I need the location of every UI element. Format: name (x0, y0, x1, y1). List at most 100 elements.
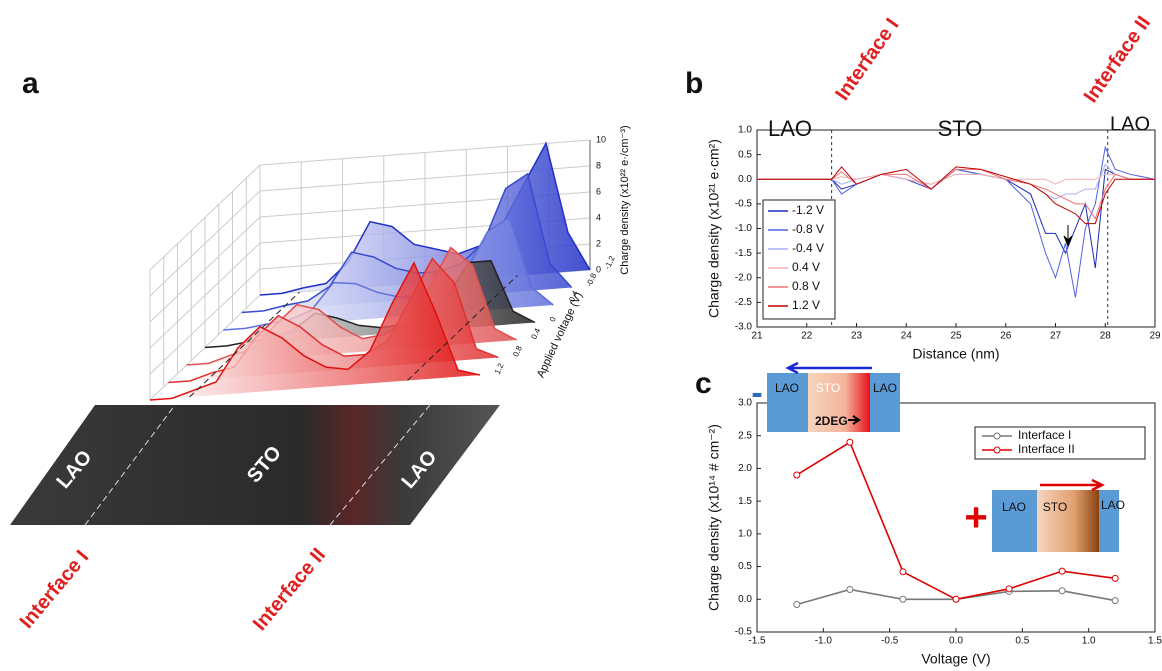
inset-text: LAO (1002, 500, 1026, 514)
legend-label: -0.4 V (792, 241, 824, 255)
z-tick-label: 0 (596, 264, 601, 274)
sto-block (808, 373, 870, 432)
y-tick-label: 0.0 (738, 174, 752, 185)
z-tick-label: 2 (596, 238, 601, 248)
region-label: STO (938, 116, 983, 141)
x-tick-label: 22 (801, 331, 813, 342)
legend-label: 1.2 V (792, 298, 820, 312)
y-tick-label: -1.5 (735, 248, 753, 259)
sign: + (964, 496, 987, 540)
inset-text: LAO (1101, 498, 1125, 512)
inset-text: LAO (775, 381, 799, 395)
legend-label: 0.4 V (792, 260, 820, 274)
panel-label: a (22, 67, 39, 100)
x-axis-label: Distance (nm) (912, 346, 999, 362)
voltage-tick-label: 0.8 (511, 344, 524, 358)
x-tick-label: 0.0 (949, 636, 963, 647)
y-tick-label: -3.0 (735, 322, 753, 333)
area (150, 263, 480, 400)
x-tick-label: 25 (950, 331, 962, 342)
marker (1058, 567, 1066, 575)
inset-text: STO (1043, 500, 1067, 514)
interface-label: Interface II (249, 544, 330, 635)
legend-marker (993, 446, 1001, 454)
arrow (785, 361, 872, 375)
z-tick-label: 6 (596, 186, 601, 196)
interface-line (84, 404, 176, 526)
panel-b: b 21 22 23 24 25 26 27 28 29 -3.0 -2.5 -2.0 -1.5 -1.0… (685, 12, 1161, 361)
sto-block (1037, 490, 1099, 552)
x-tick-label: -0.5 (881, 636, 899, 647)
legend-label: Interface I (1018, 428, 1071, 442)
y-tick-label: 0.5 (738, 561, 752, 572)
marker (952, 595, 960, 603)
y-tick-label: -2.0 (735, 272, 753, 283)
lao-block (992, 490, 1037, 552)
marker (899, 595, 907, 603)
x-axis-label: Voltage (V) (921, 651, 990, 667)
lao-block (1099, 490, 1119, 552)
marker (1111, 574, 1119, 582)
marker (846, 585, 854, 593)
curve (259, 141, 591, 296)
voltage-tick-label: 0.4 (529, 326, 542, 340)
region-label: LAO (1110, 113, 1150, 135)
lao-block (767, 373, 808, 432)
legend-label: 0.8 V (792, 279, 820, 293)
y-tick-label: 1.0 (738, 528, 752, 539)
x-tick-label: -1.5 (748, 636, 766, 647)
y-tick-label: 2.0 (738, 463, 752, 474)
y-tick-label: 2.5 (738, 430, 752, 441)
x-tick-label: 21 (751, 331, 763, 342)
x-tick-label: 0.5 (1015, 636, 1029, 647)
x-tick-label: 28 (1100, 331, 1112, 342)
marker (793, 471, 801, 479)
voltage-tick-label: 1.2 (493, 361, 506, 375)
y-tick-label: 1.0 (738, 125, 752, 136)
series-line (757, 168, 1155, 220)
y-axis-label: Charge density (x10¹⁴ # cm⁻²) (706, 424, 722, 611)
panel-label: b (685, 67, 703, 100)
interface-label: Interface I (831, 15, 903, 105)
interface-label: Interface II (1080, 12, 1155, 107)
voltage-tick-label: 0 (548, 315, 558, 323)
z-tick-label: 8 (596, 160, 601, 170)
marker (846, 438, 854, 446)
y-tick-label: -0.5 (735, 199, 753, 210)
arrow (848, 415, 861, 425)
panel-a: a LAO STO LAO Interface I Interface II 0… (10, 67, 631, 635)
x-tick-label: 23 (851, 331, 863, 342)
y-tick-label: 3.0 (738, 398, 752, 409)
x-tick-label: 26 (1000, 331, 1012, 342)
y-tick-label: 1.5 (738, 496, 752, 507)
y-tick-label: 0.5 (738, 149, 752, 160)
x-tick-label: 1.5 (1148, 636, 1162, 647)
y-tick-label: -0.5 (735, 627, 753, 638)
marker (1005, 585, 1013, 593)
x-tick-label: 24 (901, 331, 913, 342)
legend-box (974, 426, 1146, 460)
x-tick-label: 1.0 (1082, 636, 1096, 647)
inset-text: 2DEG (815, 414, 848, 428)
legend-label: -0.8 V (792, 222, 824, 236)
inset-text: STO (816, 381, 840, 395)
panel-label: c (695, 367, 712, 400)
x-tick-label: -1.0 (815, 636, 833, 647)
interface-line (329, 404, 431, 526)
inset-text: LAO (873, 381, 897, 395)
lao-block (870, 373, 900, 432)
arrow (1063, 225, 1073, 248)
voltage-tick-label: -1.2 (603, 254, 617, 271)
interface-label: Interface I (16, 546, 94, 633)
y-tick-label: -1.0 (735, 223, 753, 234)
floor-image (10, 405, 500, 525)
interface-line (407, 275, 518, 381)
marker (1058, 587, 1066, 595)
y-tick-label: -2.5 (735, 297, 753, 308)
z-axis-label: Charge density (x10²² e·/cm⁻³) (619, 125, 631, 274)
z-tick-label: 4 (596, 212, 601, 222)
x-tick-label: 27 (1050, 331, 1062, 342)
series-line (757, 166, 1155, 225)
curve (241, 172, 573, 314)
